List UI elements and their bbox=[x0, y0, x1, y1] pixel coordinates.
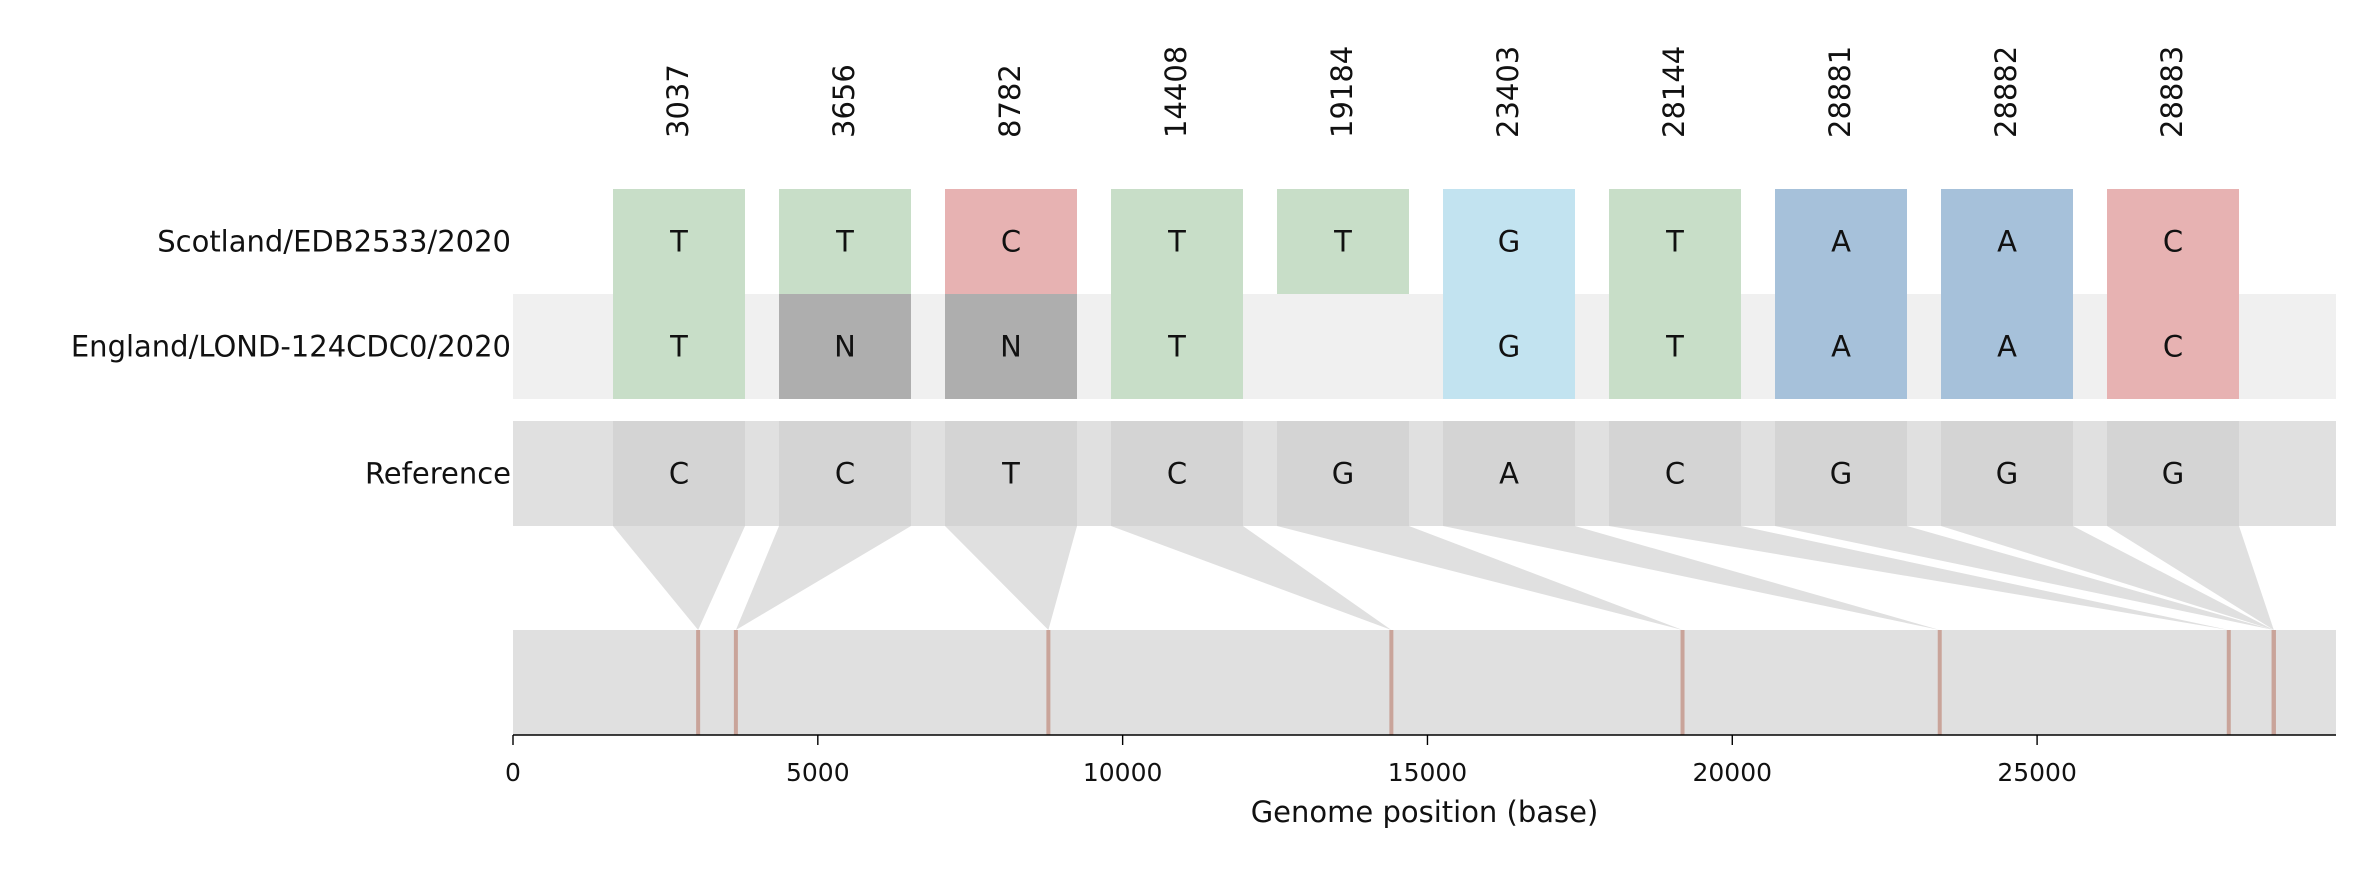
base-letter: T bbox=[1333, 225, 1352, 259]
connector-wedges bbox=[613, 526, 2274, 630]
genome-track bbox=[513, 630, 2336, 735]
base-cell bbox=[1443, 294, 1575, 399]
axis-tick-label: 0 bbox=[505, 758, 521, 787]
reference-cell bbox=[1941, 421, 2073, 526]
base-cell bbox=[1941, 294, 2073, 399]
base-cell bbox=[613, 189, 745, 294]
connector-wedge bbox=[1277, 526, 1683, 630]
base-cell bbox=[1941, 189, 2073, 294]
connector-wedge bbox=[1775, 526, 2274, 630]
reference-base-letter: C bbox=[669, 457, 689, 491]
reference-cell bbox=[1277, 421, 1409, 526]
base-cell bbox=[1443, 189, 1575, 294]
reference-cell bbox=[2107, 421, 2239, 526]
base-cell bbox=[1277, 189, 1409, 294]
base-letter: A bbox=[1831, 225, 1851, 259]
position-label: 19184 bbox=[1325, 46, 1359, 138]
base-letter: G bbox=[1498, 225, 1520, 259]
reference-base-letter: C bbox=[1167, 457, 1187, 491]
connector-wedge bbox=[613, 526, 745, 630]
connector-wedge bbox=[1609, 526, 2229, 630]
reference-base-letter: C bbox=[1665, 457, 1685, 491]
reference-base-letter: G bbox=[2162, 457, 2184, 491]
reference-base-letter: G bbox=[1830, 457, 1852, 491]
base-letter: N bbox=[834, 330, 856, 364]
base-cell bbox=[2107, 189, 2239, 294]
position-label: 3656 bbox=[827, 64, 861, 138]
sequence-label: Scotland/EDB2533/2020 bbox=[157, 225, 511, 259]
reference-base-letter: C bbox=[835, 457, 855, 491]
position-labels: 3037 3656 8782 14408 19184 23403 28144 28881 288… bbox=[661, 46, 2189, 138]
connector-wedge bbox=[1443, 526, 1940, 630]
connector-wedge bbox=[2107, 526, 2274, 630]
axis-tick-label: 10000 bbox=[1083, 758, 1163, 787]
position-label: 28144 bbox=[1657, 46, 1691, 138]
base-letter: A bbox=[1997, 330, 2017, 364]
axis-title: Genome position (base) bbox=[1251, 795, 1599, 829]
connector-wedge bbox=[735, 526, 911, 630]
position-label: 3037 bbox=[661, 64, 695, 138]
base-letter: N bbox=[1000, 330, 1022, 364]
connector-wedge bbox=[945, 526, 1077, 630]
position-label: 23403 bbox=[1491, 46, 1525, 138]
reference-cell bbox=[1775, 421, 1907, 526]
axis-tick-label: 20000 bbox=[1693, 758, 1773, 787]
position-label: 28883 bbox=[2155, 46, 2189, 138]
reference-cell bbox=[1111, 421, 1243, 526]
base-cell bbox=[1609, 189, 1741, 294]
base-letter: C bbox=[1001, 225, 1021, 259]
reference-cell bbox=[613, 421, 745, 526]
base-cell bbox=[1111, 189, 1243, 294]
position-label: 14408 bbox=[1159, 46, 1193, 138]
base-letter: T bbox=[669, 330, 688, 364]
base-letter: G bbox=[1498, 330, 1520, 364]
axis-tick-label: 25000 bbox=[1997, 758, 2077, 787]
base-letter: A bbox=[1997, 225, 2017, 259]
base-letter: T bbox=[669, 225, 688, 259]
sequence-label: England/LOND-124CDC0/2020 bbox=[71, 330, 511, 364]
axis-tick-label: 15000 bbox=[1388, 758, 1468, 787]
base-cell bbox=[1775, 189, 1907, 294]
reference-base-letter: G bbox=[1996, 457, 2018, 491]
base-cell bbox=[1775, 294, 1907, 399]
base-cell bbox=[779, 294, 911, 399]
position-label: 28882 bbox=[1989, 46, 2023, 138]
base-cell bbox=[613, 294, 745, 399]
base-letter: T bbox=[1167, 225, 1186, 259]
position-label: 8782 bbox=[993, 64, 1027, 138]
base-cell bbox=[2107, 294, 2239, 399]
reference-cell bbox=[1443, 421, 1575, 526]
row-labels: Scotland/EDB2533/2020 England/LOND-124CDC… bbox=[71, 225, 511, 491]
genome-axis: 0 5000 10000 15000 20000 25000 Genome position… bbox=[505, 734, 2336, 829]
position-label: 28881 bbox=[1823, 46, 1857, 138]
reference-label: Reference bbox=[365, 457, 511, 491]
base-letter: T bbox=[1665, 330, 1684, 364]
genome-bar bbox=[513, 630, 2336, 735]
connector-wedge bbox=[1941, 526, 2274, 630]
base-letter: T bbox=[1167, 330, 1186, 364]
connector-wedge bbox=[1111, 526, 1392, 630]
base-cell bbox=[779, 189, 911, 294]
base-letter: C bbox=[2163, 225, 2183, 259]
reference-cell bbox=[779, 421, 911, 526]
reference-base-letter: A bbox=[1499, 457, 1519, 491]
reference-base-letter: T bbox=[1001, 457, 1020, 491]
reference-cell bbox=[1609, 421, 1741, 526]
base-cell bbox=[1609, 294, 1741, 399]
base-letter: A bbox=[1831, 330, 1851, 364]
base-letter: C bbox=[2163, 330, 2183, 364]
base-letter: T bbox=[835, 225, 854, 259]
base-cells: T T C T T G T A A C T N N T G T A A C C C T C G A C G G G bbox=[613, 189, 2239, 526]
reference-base-letter: G bbox=[1332, 457, 1354, 491]
base-cell bbox=[945, 294, 1077, 399]
base-cell bbox=[1111, 294, 1243, 399]
base-letter: T bbox=[1665, 225, 1684, 259]
reference-cell bbox=[945, 421, 1077, 526]
axis-tick-label: 5000 bbox=[786, 758, 850, 787]
base-cell bbox=[945, 189, 1077, 294]
